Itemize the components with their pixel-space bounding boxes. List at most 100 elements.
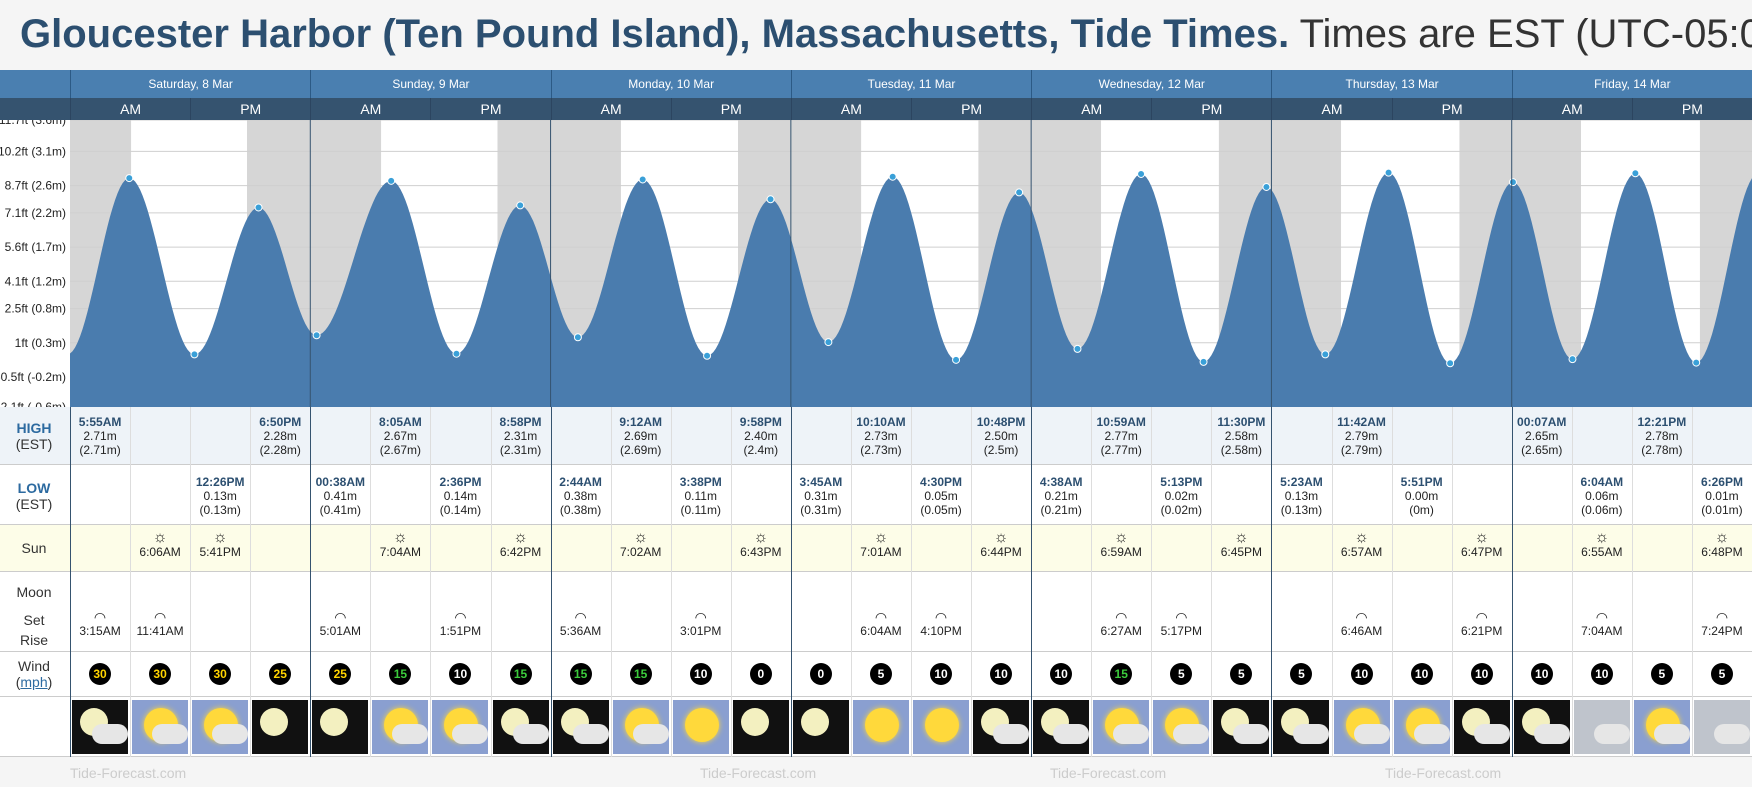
weather-sun-cloud-icon — [612, 700, 669, 754]
tide-point — [312, 331, 321, 340]
slot-divider — [370, 407, 372, 757]
day-header: Monday, 10 Mar — [550, 70, 791, 98]
title-main: Gloucester Harbor (Ten Pound Island), Ma… — [20, 12, 1290, 56]
low-tide-cell: 00:38AM 0.41m (0.41m) — [315, 475, 365, 517]
y-tick-label: 11.7ft (3.6m) — [0, 120, 66, 127]
ampm-header: AM — [790, 98, 911, 120]
wind-speed-badge: 15 — [389, 663, 412, 685]
slot-divider — [1211, 407, 1213, 757]
weather-moon-icon — [732, 700, 789, 754]
weather-moon-cloud-icon — [1273, 700, 1330, 754]
slot-divider — [1631, 407, 1633, 757]
sun-time-cell: ☼ 6:06AM — [130, 530, 190, 560]
low-tide-cell: 4:30PM 0.05m (0.05m) — [920, 475, 963, 517]
sun-horizon-icon: ☼ — [1354, 529, 1369, 546]
tide-point — [573, 333, 582, 342]
tide-point — [1262, 182, 1271, 191]
wind-speed-badge: 5 — [1710, 663, 1733, 685]
weather-sun-cloud-icon — [1153, 700, 1210, 754]
slot-divider — [430, 407, 432, 757]
row-moon — [0, 572, 1752, 652]
title-bar: Gloucester Harbor (Ten Pound Island), Ma… — [0, 0, 1752, 70]
moon-time-cell: ◠ 11:41AM — [130, 610, 190, 638]
low-tide-cell: 2:44AM 0.38m (0.38m) — [559, 475, 602, 517]
sun-time-cell: ☼ 6:59AM — [1091, 530, 1151, 560]
high-tide-cell: 10:59AM 2.77m (2.77m) — [1096, 415, 1146, 457]
sun-horizon-icon: ☼ — [1714, 529, 1730, 546]
sun-horizon-icon: ☼ — [513, 529, 528, 546]
slot-divider — [130, 407, 132, 757]
high-tide-cell: 10:48PM 2.50m (2.5m) — [976, 415, 1026, 457]
wind-cell: 15 — [551, 663, 611, 685]
wind-speed-badge: 10 — [930, 663, 953, 685]
high-tide-cell: 6:50PM 2.28m (2.28m) — [259, 415, 302, 457]
tide-area — [70, 172, 1752, 407]
wind-speed-badge: 25 — [269, 663, 292, 685]
weather-sun-cloud-icon — [372, 700, 429, 754]
slot-divider — [1091, 407, 1093, 757]
slot-divider — [190, 407, 192, 757]
weather-moon-icon — [792, 700, 849, 754]
high-tide-cell: 9:12AM 2.69m (2.69m) — [619, 415, 663, 457]
wind-speed-badge: 10 — [1590, 663, 1613, 685]
wind-speed-badge: 5 — [1650, 663, 1673, 685]
wind-speed-badge: 15 — [629, 663, 652, 685]
tide-point — [1321, 350, 1330, 359]
tide-point — [387, 176, 396, 185]
wind-speed-badge: 10 — [1410, 663, 1433, 685]
tide-point — [952, 355, 961, 364]
low-tide-cell: 3:38PM 0.11m (0.11m) — [679, 475, 722, 517]
watermark-text: Tide-Forecast.com — [1050, 765, 1167, 781]
moon-time-cell: ◠ 5:01AM — [310, 610, 370, 638]
tide-point — [1692, 358, 1701, 367]
ampm-header: AM — [310, 98, 431, 120]
weather-moon-cloud-icon — [973, 700, 1030, 754]
wind-speed-badge: 15 — [1110, 663, 1133, 685]
wind-speed-badge: 10 — [1530, 663, 1553, 685]
tide-point — [638, 175, 647, 184]
ampm-header: PM — [911, 98, 1032, 120]
watermark-text: Tide-Forecast.com — [70, 765, 187, 781]
low-tide-cell: 6:04AM 0.06m (0.06m) — [1580, 475, 1624, 517]
high-tide-cell: 12:21PM 2.78m (2.78m) — [1637, 415, 1687, 457]
sun-time-cell: ☼ 6:44PM — [971, 530, 1031, 560]
slot-divider — [70, 407, 71, 757]
row-label: LOW (EST) — [15, 480, 53, 512]
moon-time-cell: ◠ 7:24PM — [1692, 610, 1752, 638]
wind-cell: 30 — [70, 663, 130, 685]
moon-horizon-icon: ◠ — [1115, 609, 1128, 625]
sun-time-cell: ☼ 7:02AM — [611, 530, 671, 560]
moon-time-cell: ◠ 6:04AM — [851, 610, 911, 638]
ampm-header: PM — [670, 98, 791, 120]
wind-speed-badge: 0 — [809, 663, 832, 685]
sun-horizon-icon: ☼ — [1594, 529, 1610, 546]
weather-sun-cloud-icon — [1333, 700, 1390, 754]
y-tick-label: 5.6ft (1.7m) — [5, 240, 66, 254]
wind-speed-badge: 0 — [749, 663, 772, 685]
ampm-header: AM — [1511, 98, 1632, 120]
weather-sun-cloud-icon — [432, 700, 489, 754]
moon-horizon-icon: ◠ — [934, 609, 948, 625]
ampm-header: AM — [70, 98, 191, 120]
moon-horizon-icon: ◠ — [454, 609, 467, 625]
low-tide-cell: 4:38AM 0.21m (0.21m) — [1039, 475, 1083, 517]
tide-point — [1137, 169, 1146, 178]
sun-horizon-icon: ☼ — [212, 529, 228, 546]
high-tide-cell: 10:10AM 2.73m (2.73m) — [856, 415, 906, 457]
slot-divider — [911, 407, 912, 757]
slot-divider — [310, 407, 312, 757]
sun-time-cell: ☼ 7:04AM — [370, 530, 430, 560]
ampm-header: PM — [430, 98, 551, 120]
slot-divider — [1151, 407, 1153, 757]
low-tide-cell: 2:36PM 0.14m (0.14m) — [439, 475, 482, 517]
day-header: Friday, 14 Mar — [1511, 70, 1752, 98]
slot-divider — [670, 407, 672, 757]
wind-unit-link[interactable]: mph — [20, 674, 48, 690]
wind-cell: 15 — [1091, 663, 1151, 685]
moon-horizon-icon: ◠ — [574, 609, 587, 625]
wind-cell: 10 — [430, 663, 490, 685]
tide-point — [824, 338, 833, 347]
page-title: Gloucester Harbor (Ten Pound Island), Ma… — [20, 12, 1752, 57]
slot-divider — [610, 407, 612, 757]
moon-horizon-icon: ◠ — [1175, 609, 1188, 625]
